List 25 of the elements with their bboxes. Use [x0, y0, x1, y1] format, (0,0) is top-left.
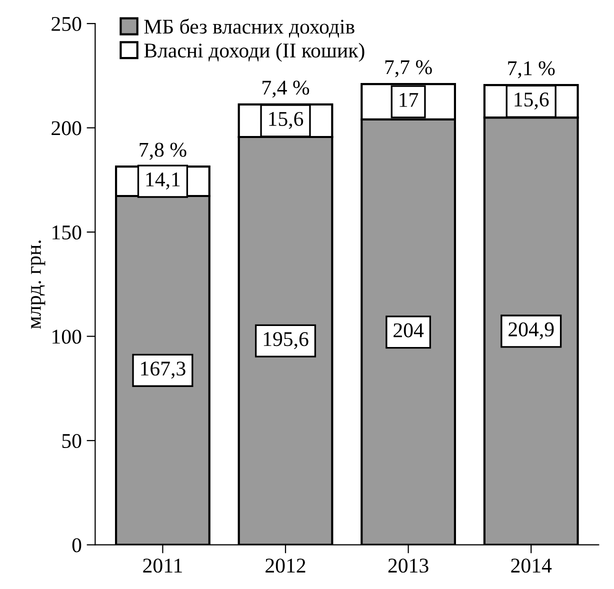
y-axis-title: млрд. грн. [30, 240, 46, 329]
data-label: 14,1 [146, 172, 180, 190]
legend-label: Власні доходи (II кошик) [144, 42, 364, 62]
legend-label: МБ без власних доходів [144, 18, 354, 38]
x-tick-label: 2014 [511, 558, 552, 573]
annotation: 7,7 % [385, 60, 432, 78]
data-label: 195,6 [264, 332, 308, 350]
data-label: 15,6 [514, 92, 549, 110]
y-tick-label: 50 [62, 434, 82, 448]
annotation: 7,4 % [262, 80, 310, 98]
x-tick-label: 2013 [388, 558, 428, 573]
data-label: 167,3 [141, 362, 186, 379]
y-tick-label: 0 [72, 538, 82, 552]
data-label: 204,9 [508, 322, 554, 340]
y-tick-label: 200 [52, 121, 82, 136]
y-tick-label: 250 [52, 16, 82, 31]
x-tick-label: 2012 [266, 558, 306, 573]
x-tick-label: 2011 [143, 558, 182, 573]
data-label: 17 [400, 93, 418, 107]
y-tick-label: 100 [52, 330, 82, 344]
annotation: 7,8 % [140, 142, 186, 160]
data-label: 204 [394, 323, 424, 338]
annotation: 7,1 % [508, 61, 555, 78]
y-tick-label: 150 [52, 225, 82, 240]
data-label: 15,6 [269, 112, 304, 129]
